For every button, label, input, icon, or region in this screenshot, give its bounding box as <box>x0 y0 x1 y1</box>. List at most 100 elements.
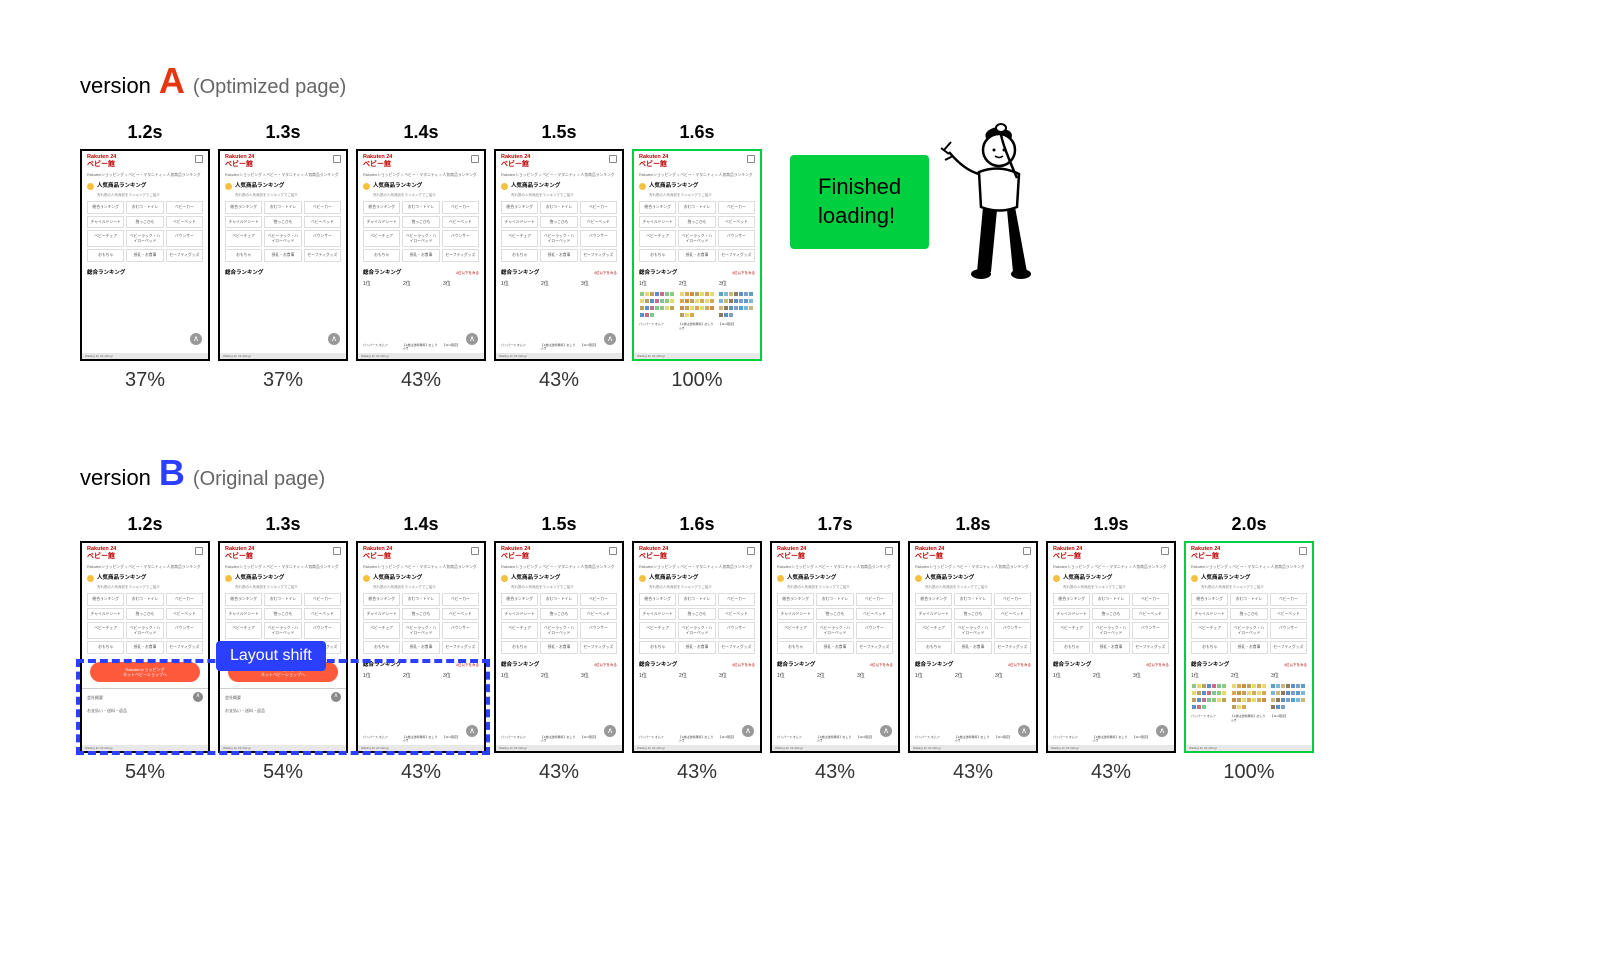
breadcrumb: Rakutenショッピング > ベビー・マタニティ > 人気商品ランキング <box>496 171 622 180</box>
product-caption: パンパース オムツ <box>1053 736 1090 743</box>
screenshot-frame: Rakuten 24ベビー館Rakutenショッピング > ベビー・マタニティ … <box>218 149 348 361</box>
frame-column: 1.6sRakuten 24ベビー館Rakutenショッピング > ベビー・マタ… <box>632 122 762 392</box>
cart-icon <box>747 547 755 555</box>
category-cell: ベビーラック・ハイローベッド <box>954 622 991 639</box>
frame-column: 1.6sRakuten 24ベビー館Rakutenショッピング > ベビー・マタ… <box>632 514 762 784</box>
ranking-title: 人気商品ランキング <box>925 575 974 582</box>
ranking-title: 人気商品ランキング <box>511 183 560 190</box>
category-cell: ベビーチェア <box>1053 622 1090 639</box>
product-captions: パンパース オムツ【1枚は送料無料】おしりふき【11/1限定】 <box>358 736 484 743</box>
category-cell: 授乳・お食事 <box>402 249 439 262</box>
version-b-section: version B (Original page) 1.2sRakuten 24… <box>80 452 1520 784</box>
category-cell: ベビーラック・ハイローベッド <box>126 622 163 639</box>
category-cell: 授乳・お食事 <box>540 641 577 654</box>
percent-label: 43% <box>539 761 579 784</box>
product-caption: 【11/1限定】 <box>1132 736 1169 743</box>
breadcrumb: Rakutenショッピング > ベビー・マタニティ > 人気商品ランキング <box>220 563 346 572</box>
category-grid: 総合ランキングおむつ・トイレベビーカーチャイルドシート抱っこひもベビーベッドベビ… <box>82 201 208 262</box>
rank-number: 3位 <box>719 281 755 288</box>
category-cell: セーフティグッズ <box>304 249 341 262</box>
category-cell: ベビーカー <box>304 201 341 214</box>
category-cell: 抱っこひも <box>1092 608 1129 621</box>
screenshot-frame: Rakuten 24ベビー館Rakutenショッピング > ベビー・マタニティ … <box>1046 541 1176 753</box>
category-cell: 授乳・お食事 <box>1092 641 1129 654</box>
status-bar: Waiting for 24.rlidx.jp <box>220 353 346 359</box>
time-label: 1.6s <box>679 122 714 143</box>
ranking-subtitle: 売れ筋の人気商品をランキングでご紹介 <box>1186 585 1312 594</box>
frame-column: 1.4sRakuten 24ベビー館Rakutenショッピング > ベビー・マタ… <box>356 514 486 784</box>
rakuten-logo: Rakuten 24ベビー館 <box>1191 547 1220 560</box>
category-cell: ベビーベッド <box>856 608 893 621</box>
ranking-title: 人気商品ランキング <box>649 183 698 190</box>
category-cell: セーフティグッズ <box>442 249 479 262</box>
category-cell: チャイルドシート <box>225 608 262 621</box>
frame-column: 1.2sRakuten 24ベビー館Rakutenショッピング > ベビー・マタ… <box>80 514 210 784</box>
ranking-subtitle: 売れ筋の人気商品をランキングでご紹介 <box>1048 585 1174 594</box>
time-label: 1.5s <box>541 514 576 535</box>
category-cell: ベビーカー <box>304 593 341 606</box>
category-cell: ベビーチェア <box>777 622 814 639</box>
crown-icon <box>915 575 922 582</box>
product-caption: パンパース オムツ <box>1191 715 1228 722</box>
category-cell: ベビーチェア <box>225 622 262 639</box>
category-cell: チャイルドシート <box>1053 608 1090 621</box>
category-cell: 総合ランキング <box>87 201 124 214</box>
category-cell: ベビーラック・ハイローベッド <box>816 622 853 639</box>
rank-section-title: 総合ランキング <box>82 262 208 279</box>
screenshot-frame: Rakuten 24ベビー館Rakutenショッピング > ベビー・マタニティ … <box>80 541 210 753</box>
rank-number: 3位 <box>1271 673 1307 680</box>
rank-section-title: 総合ランキング4位以下をみる <box>358 262 484 279</box>
cart-icon <box>195 547 203 555</box>
category-cell: バウンサー <box>166 230 203 247</box>
rakuten-logo: Rakuten 24ベビー館 <box>225 547 254 560</box>
rank-section-title: 総合ランキング4位以下をみる <box>634 654 760 671</box>
category-cell: ベビーチェア <box>639 230 676 247</box>
crown-icon <box>225 575 232 582</box>
category-cell: おむつ・トイレ <box>264 201 301 214</box>
category-cell: 総合ランキング <box>87 593 124 606</box>
rank-headers: 1位2位3位 <box>496 279 622 292</box>
crown-icon <box>639 183 646 190</box>
version-b-filmstrip: 1.2sRakuten 24ベビー館Rakutenショッピング > ベビー・マタ… <box>80 514 1520 784</box>
breadcrumb: Rakutenショッピング > ベビー・マタニティ > 人気商品ランキング <box>910 563 1036 572</box>
category-cell: バウンサー <box>442 622 479 639</box>
category-cell: バウンサー <box>1132 622 1169 639</box>
status-bar: Waiting for 24.rlidx.jp <box>634 353 760 359</box>
scroll-top-icon: ∧ <box>190 333 202 345</box>
rank-number: 1位 <box>1191 673 1227 680</box>
time-label: 1.2s <box>127 122 162 143</box>
ranking-subtitle: 売れ筋の人気商品をランキングでご紹介 <box>634 585 760 594</box>
rank-section-title: 総合ランキング4位以下をみる <box>496 262 622 279</box>
version-a-letter: A <box>159 60 185 102</box>
product-caption: 【11/1限定】 <box>1270 715 1307 722</box>
category-cell: バウンサー <box>304 622 341 639</box>
category-cell: ベビーラック・ハイローベッド <box>402 622 439 639</box>
category-grid: 総合ランキングおむつ・トイレベビーカーチャイルドシート抱っこひもベビーベッドベビ… <box>910 593 1036 654</box>
product-caption: 【1枚は送料無料】おしりふき <box>403 736 440 743</box>
percent-label: 100% <box>671 369 722 392</box>
product-caption: 【1枚は送料無料】おしりふき <box>679 736 716 743</box>
ranking-title: 人気商品ランキング <box>1063 575 1112 582</box>
percent-label: 37% <box>263 369 303 392</box>
product-captions: パンパース オムツ【1枚は送料無料】おしりふき【11/1限定】 <box>358 344 484 351</box>
category-cell: おむつ・トイレ <box>402 201 439 214</box>
status-bar: Waiting for 24.rlidx.jp <box>220 745 346 751</box>
scroll-top-icon: ∧ <box>742 725 754 737</box>
category-grid: 総合ランキングおむつ・トイレベビーカーチャイルドシート抱っこひもベビーベッドベビ… <box>358 201 484 262</box>
category-cell: 抱っこひも <box>678 216 715 229</box>
version-b-suffix: (Original page) <box>193 468 325 491</box>
category-cell: 授乳・お食事 <box>540 249 577 262</box>
scroll-top-icon: ∧ <box>466 725 478 737</box>
cart-icon <box>333 155 341 163</box>
product-caption: 【1枚は送料無料】おしりふき <box>955 736 992 743</box>
cart-icon <box>471 547 479 555</box>
product-caption: パンパース オムツ <box>501 344 538 351</box>
scroll-top-icon: ∧ <box>604 333 616 345</box>
category-cell: ベビーベッド <box>304 216 341 229</box>
category-cell: チャイルドシート <box>915 608 952 621</box>
category-cell: ベビーベッド <box>304 608 341 621</box>
product-thumbnails <box>634 291 760 323</box>
category-cell: おむつ・トイレ <box>1230 593 1267 606</box>
category-cell: 授乳・お食事 <box>954 641 991 654</box>
status-bar: Waiting for 24.rlidx.jp <box>910 745 1036 751</box>
